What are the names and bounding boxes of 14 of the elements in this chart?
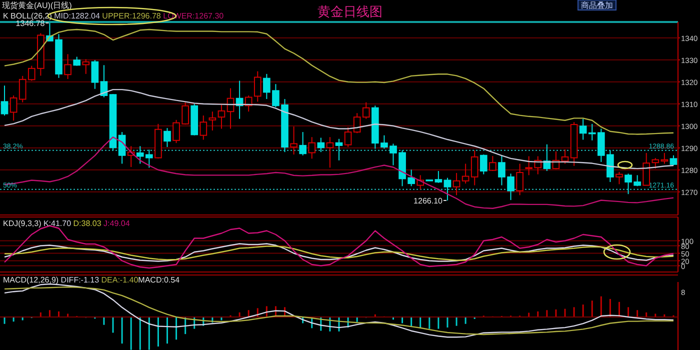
line-series [4,28,674,135]
annotation: 1266.10 [414,196,444,206]
text: J:49.04 [101,219,130,228]
text: 商品叠加 [581,1,613,10]
text: MACD:0.54 [138,276,180,284]
series-label: UPPER:1296.78 [100,12,162,20]
legend-title: MACD(12,26,9) [3,276,59,284]
chart-title: 黄金日线图 [318,4,382,19]
series-label: DIFF:-1.13 [58,276,100,284]
legend-title: KDJ(9,3,3) [3,219,42,228]
text: D:38.03 [71,219,102,228]
text: MID:1282.04 [52,12,100,20]
series-label: DEA:-1.40 [99,276,139,284]
text: K:41.70 [41,219,72,228]
